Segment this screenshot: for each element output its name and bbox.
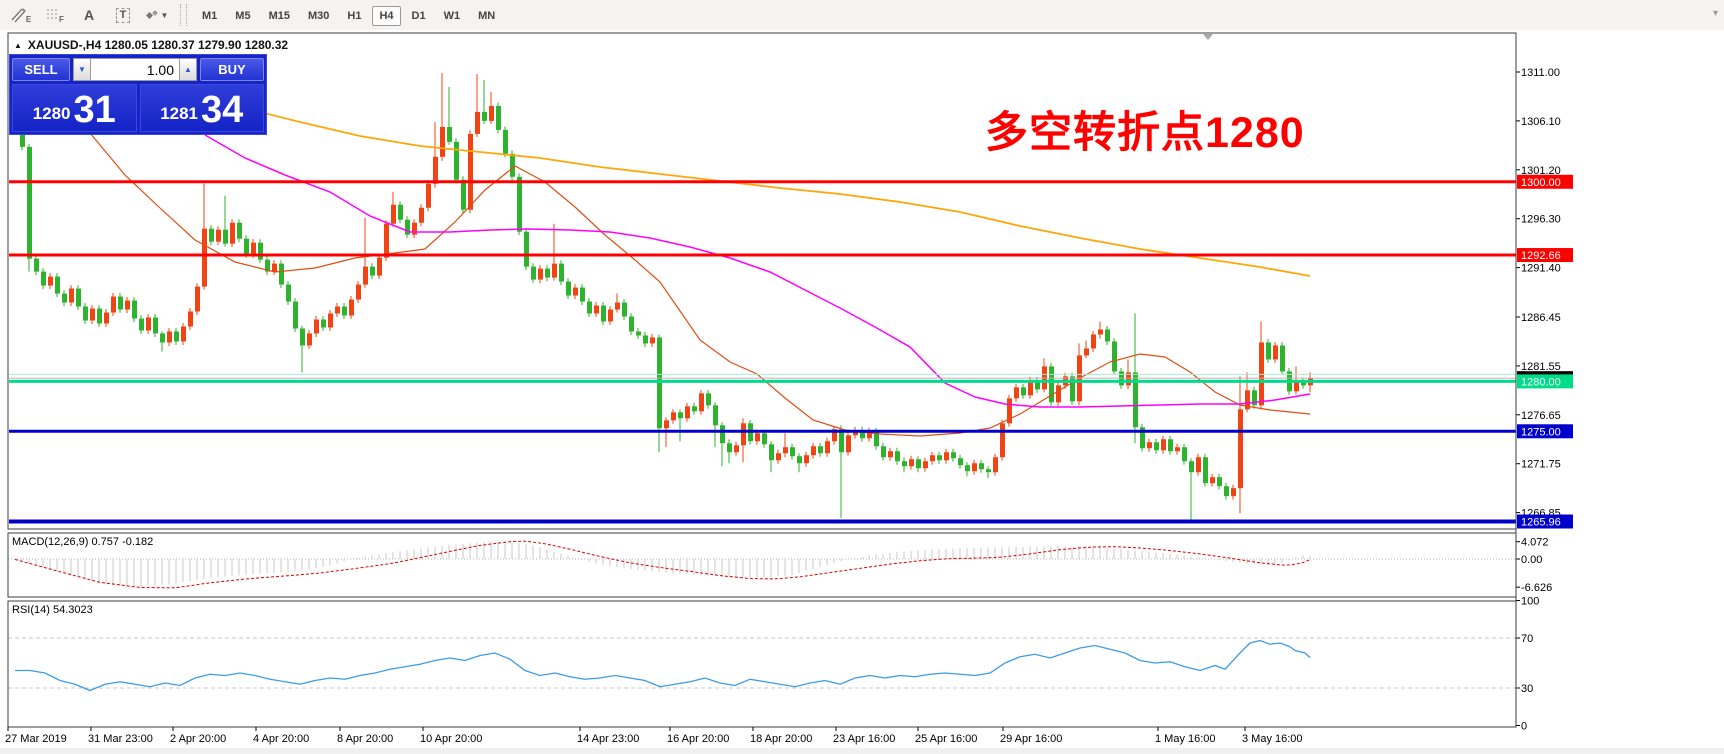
time-tick-label: 2 Apr 20:00: [170, 733, 226, 745]
rsi-label: RSI(14) 54.3023: [12, 604, 93, 616]
sell-button[interactable]: SELL: [12, 58, 70, 81]
tf-button-h1[interactable]: H1: [347, 10, 362, 22]
chart-canvas[interactable]: 1311.00 1306.10 1301.20 1296.30 1291.40 1286.…: [0, 30, 1724, 748]
tf-button-m1[interactable]: M1: [202, 10, 218, 22]
rsi-axis-label: 100: [1521, 596, 1539, 608]
collapse-icon[interactable]: ▲: [14, 40, 22, 50]
bid-quote[interactable]: 1280 31: [12, 84, 137, 132]
volume-down-button[interactable]: ▼: [73, 58, 91, 81]
time-tick-label: 18 Apr 20:00: [750, 733, 812, 745]
macd-label: MACD(12,26,9) 0.757 -0.182: [12, 536, 153, 548]
time-tick-label: 23 Apr 16:00: [833, 733, 895, 745]
ask-big-digits: 34: [201, 89, 244, 131]
ask-quote[interactable]: 1281 34: [139, 84, 264, 132]
tf-button-m5[interactable]: M5: [235, 10, 251, 22]
dropdown-caret-icon: ▼: [160, 10, 169, 20]
price-label-text: 1265.96: [1521, 516, 1561, 528]
macd-axis-label: -6.626: [1521, 582, 1552, 594]
price-label-box: [1517, 424, 1573, 439]
price-label-text: 1275.00: [1521, 426, 1561, 438]
time-axis[interactable]: 27 Mar 2019 31 Mar 23:00 2 Apr 20:00 4 Apr …: [5, 727, 1303, 745]
price-tick-label: 1276.65: [1521, 410, 1561, 422]
time-tick-label: 1 May 16:00: [1155, 733, 1216, 745]
chart-title: ▲ XAUUSD-,H4 1280.05 1280.37 1279.90 128…: [14, 38, 288, 52]
tf-button-w1[interactable]: W1: [443, 10, 461, 22]
toolbar-overflow-icon[interactable]: ▾: [1712, 8, 1718, 19]
volume-input[interactable]: [91, 58, 179, 81]
one-click-trade-panel: SELL ▼ ▲ BUY 1280 31 1281 34: [9, 54, 267, 135]
price-tick-label: 1301.20: [1521, 165, 1561, 177]
price-tick-label: 1281.55: [1521, 361, 1561, 373]
fibonacci-tool-icon[interactable]: F: [40, 2, 70, 28]
time-tick-label: 27 Mar 2019: [5, 733, 67, 745]
price-label-text: 1280.00: [1521, 376, 1561, 388]
text-label-tool-icon[interactable]: A: [83, 7, 95, 23]
time-tick-label: 31 Mar 23:00: [88, 733, 153, 745]
channel-tool-icon[interactable]: E: [6, 2, 36, 28]
textbox-tool-icon[interactable]: T: [108, 2, 138, 28]
macd-axis-label: 4.072: [1521, 537, 1549, 549]
chart-annotation-text: 多空转折点1280: [985, 109, 1305, 157]
ask-prefix: 1281: [160, 104, 199, 123]
time-tick-label: 3 May 16:00: [1242, 733, 1303, 745]
bid-prefix: 1280: [32, 104, 71, 123]
volume-up-button[interactable]: ▲: [179, 58, 197, 81]
bid-big-digits: 31: [73, 89, 116, 131]
time-tick-label: 16 Apr 20:00: [667, 733, 729, 745]
time-tick-label: 29 Apr 16:00: [1000, 733, 1062, 745]
price-label-box: [1517, 174, 1573, 189]
time-tick-label: 4 Apr 20:00: [253, 733, 309, 745]
rsi-pane[interactable]: [8, 637, 1516, 692]
arrows-tool-icon[interactable]: ▼: [142, 2, 172, 28]
price-label-box: [1517, 374, 1573, 389]
rsi-axis-label: 0: [1521, 721, 1527, 733]
macd-axis-label: 0.00: [1521, 554, 1542, 566]
price-label-box: [1517, 514, 1573, 529]
price-tick-label: 1291.40: [1521, 263, 1561, 275]
timeframe-buttons: M1 M5 M15 M30 H1 H4 D1 W1 MN: [193, 6, 504, 26]
time-tick-label: 10 Apr 20:00: [420, 733, 482, 745]
price-label-text: 1292.66: [1521, 250, 1561, 262]
tf-button-mn[interactable]: MN: [478, 10, 496, 22]
price-tick-label: 1271.75: [1521, 459, 1561, 471]
price-label-box: [1517, 248, 1573, 263]
tf-button-m30[interactable]: M30: [307, 10, 330, 22]
time-tick-label: 14 Apr 23:00: [577, 733, 639, 745]
price-tick-label: 1306.10: [1521, 116, 1561, 128]
tf-button-m15[interactable]: M15: [268, 10, 290, 22]
tf-button-d1[interactable]: D1: [411, 10, 426, 22]
volume-stepper: ▼ ▲: [73, 58, 197, 81]
time-tick-label: 8 Apr 20:00: [337, 733, 393, 745]
price-tick-label: 1296.30: [1521, 214, 1561, 226]
time-tick-label: 25 Apr 16:00: [915, 733, 977, 745]
tf-button-h4[interactable]: H4: [372, 6, 401, 26]
chart-window: 1311.00 1306.10 1301.20 1296.30 1291.40 1286.…: [0, 30, 1724, 748]
rsi-axis-label: 70: [1521, 633, 1533, 645]
buy-button[interactable]: BUY: [200, 58, 264, 81]
price-tick-label: 1286.45: [1521, 312, 1561, 324]
toolbar-separator: [180, 4, 187, 26]
toolbar: E F A T ▼ M1 M5 M15 M30 H1 H4 D1 W1 MN ▾: [0, 0, 1724, 31]
macd-pane[interactable]: [8, 540, 1516, 589]
symbol-ohlc-text: XAUUSD-,H4 1280.05 1280.37 1279.90 1280.…: [27, 38, 289, 52]
price-tick-label: 1311.00: [1521, 67, 1560, 79]
rsi-axis-label: 30: [1521, 683, 1533, 695]
shift-marker-icon[interactable]: [1203, 34, 1213, 40]
price-label-text: 1300.00: [1521, 177, 1561, 189]
